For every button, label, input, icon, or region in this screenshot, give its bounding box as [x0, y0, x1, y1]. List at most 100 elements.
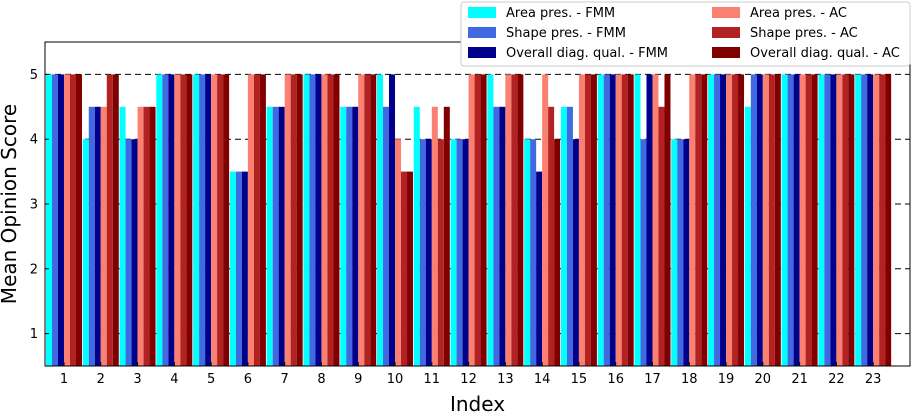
bar: [566, 106, 573, 367]
bar: [82, 139, 89, 366]
x-tick-label: 14: [534, 372, 551, 387]
x-tick-label: 4: [170, 372, 178, 387]
bar: [278, 106, 285, 367]
y-tick-label: 4: [30, 133, 38, 148]
bar: [456, 139, 463, 366]
bar: [333, 74, 340, 367]
bar: [462, 139, 469, 366]
x-tick-label: 9: [354, 372, 362, 387]
legend-swatch: [468, 7, 496, 18]
bar: [364, 74, 371, 367]
bar: [370, 74, 377, 367]
bar: [223, 74, 230, 367]
bar: [805, 74, 812, 367]
bar: [205, 74, 212, 367]
x-tick-label: 16: [607, 372, 624, 387]
bar: [443, 106, 450, 367]
bar: [671, 139, 678, 366]
bar: [708, 74, 715, 367]
bar: [597, 74, 604, 367]
bar: [652, 74, 659, 367]
legend-label: Overall diag. qual. - FMM: [506, 46, 668, 61]
bar: [848, 74, 855, 367]
bar: [346, 106, 353, 367]
bar: [842, 74, 849, 367]
x-tick-label: 23: [865, 372, 882, 387]
legend-swatch: [468, 47, 496, 58]
bar: [793, 74, 800, 367]
x-tick-label: 18: [681, 372, 698, 387]
bar: [658, 106, 665, 367]
bar: [377, 74, 384, 367]
bar: [58, 74, 64, 367]
bar: [683, 139, 690, 366]
bar: [389, 74, 396, 367]
bar: [750, 74, 757, 367]
bar: [615, 74, 622, 367]
bar: [156, 74, 163, 367]
bar: [272, 106, 279, 367]
bar: [726, 74, 733, 367]
y-tick-label: 1: [30, 327, 38, 342]
bar: [578, 74, 585, 367]
bar: [340, 106, 347, 367]
bar: [548, 106, 555, 367]
bar: [106, 74, 113, 367]
bar: [787, 74, 794, 367]
x-tick-label: 1: [60, 372, 68, 387]
x-axis-label: Index: [450, 392, 505, 416]
bar: [199, 74, 206, 367]
bar: [879, 74, 886, 367]
y-axis-label: Mean Opinion Score: [0, 104, 21, 304]
bar: [584, 74, 591, 367]
bar: [689, 74, 696, 367]
x-tick-label: 12: [460, 372, 477, 387]
bar: [774, 74, 781, 367]
bar: [511, 74, 518, 367]
bar: [321, 74, 328, 367]
legend-label: Shape pres. - FMM: [506, 26, 626, 41]
bar: [309, 74, 316, 367]
bar: [732, 74, 739, 367]
x-tick-label: 11: [424, 372, 441, 387]
x-tick-label: 10: [387, 372, 404, 387]
bar: [861, 74, 868, 367]
bar: [505, 74, 512, 367]
bar: [100, 106, 107, 367]
bar: [474, 74, 481, 367]
bar: [383, 106, 390, 367]
bar: [468, 74, 475, 367]
bar: [487, 74, 494, 367]
bar: [174, 74, 181, 367]
bar: [284, 74, 291, 367]
x-tick-label: 8: [317, 372, 325, 387]
bar: [701, 74, 708, 367]
bar: [799, 74, 806, 367]
bar: [855, 74, 862, 367]
bar: [253, 74, 260, 367]
bar: [836, 74, 843, 367]
bar: [867, 74, 874, 367]
bar: [677, 139, 684, 366]
bar: [247, 74, 254, 367]
bar: [296, 74, 303, 367]
bar: [720, 74, 727, 367]
bar: [137, 106, 144, 367]
x-tick-label: 6: [244, 372, 252, 387]
x-tick-label: 7: [281, 372, 289, 387]
bar: [762, 74, 769, 367]
bar: [211, 74, 218, 367]
bar: [517, 74, 524, 367]
bar: [621, 74, 628, 367]
bar: [125, 139, 132, 366]
bar: [46, 74, 52, 367]
bar: [88, 106, 95, 367]
y-tick-label: 3: [30, 198, 38, 213]
bar: [168, 74, 175, 367]
bar: [554, 139, 561, 366]
bar: [217, 74, 224, 367]
bar: [536, 171, 543, 366]
bar: [425, 139, 432, 366]
